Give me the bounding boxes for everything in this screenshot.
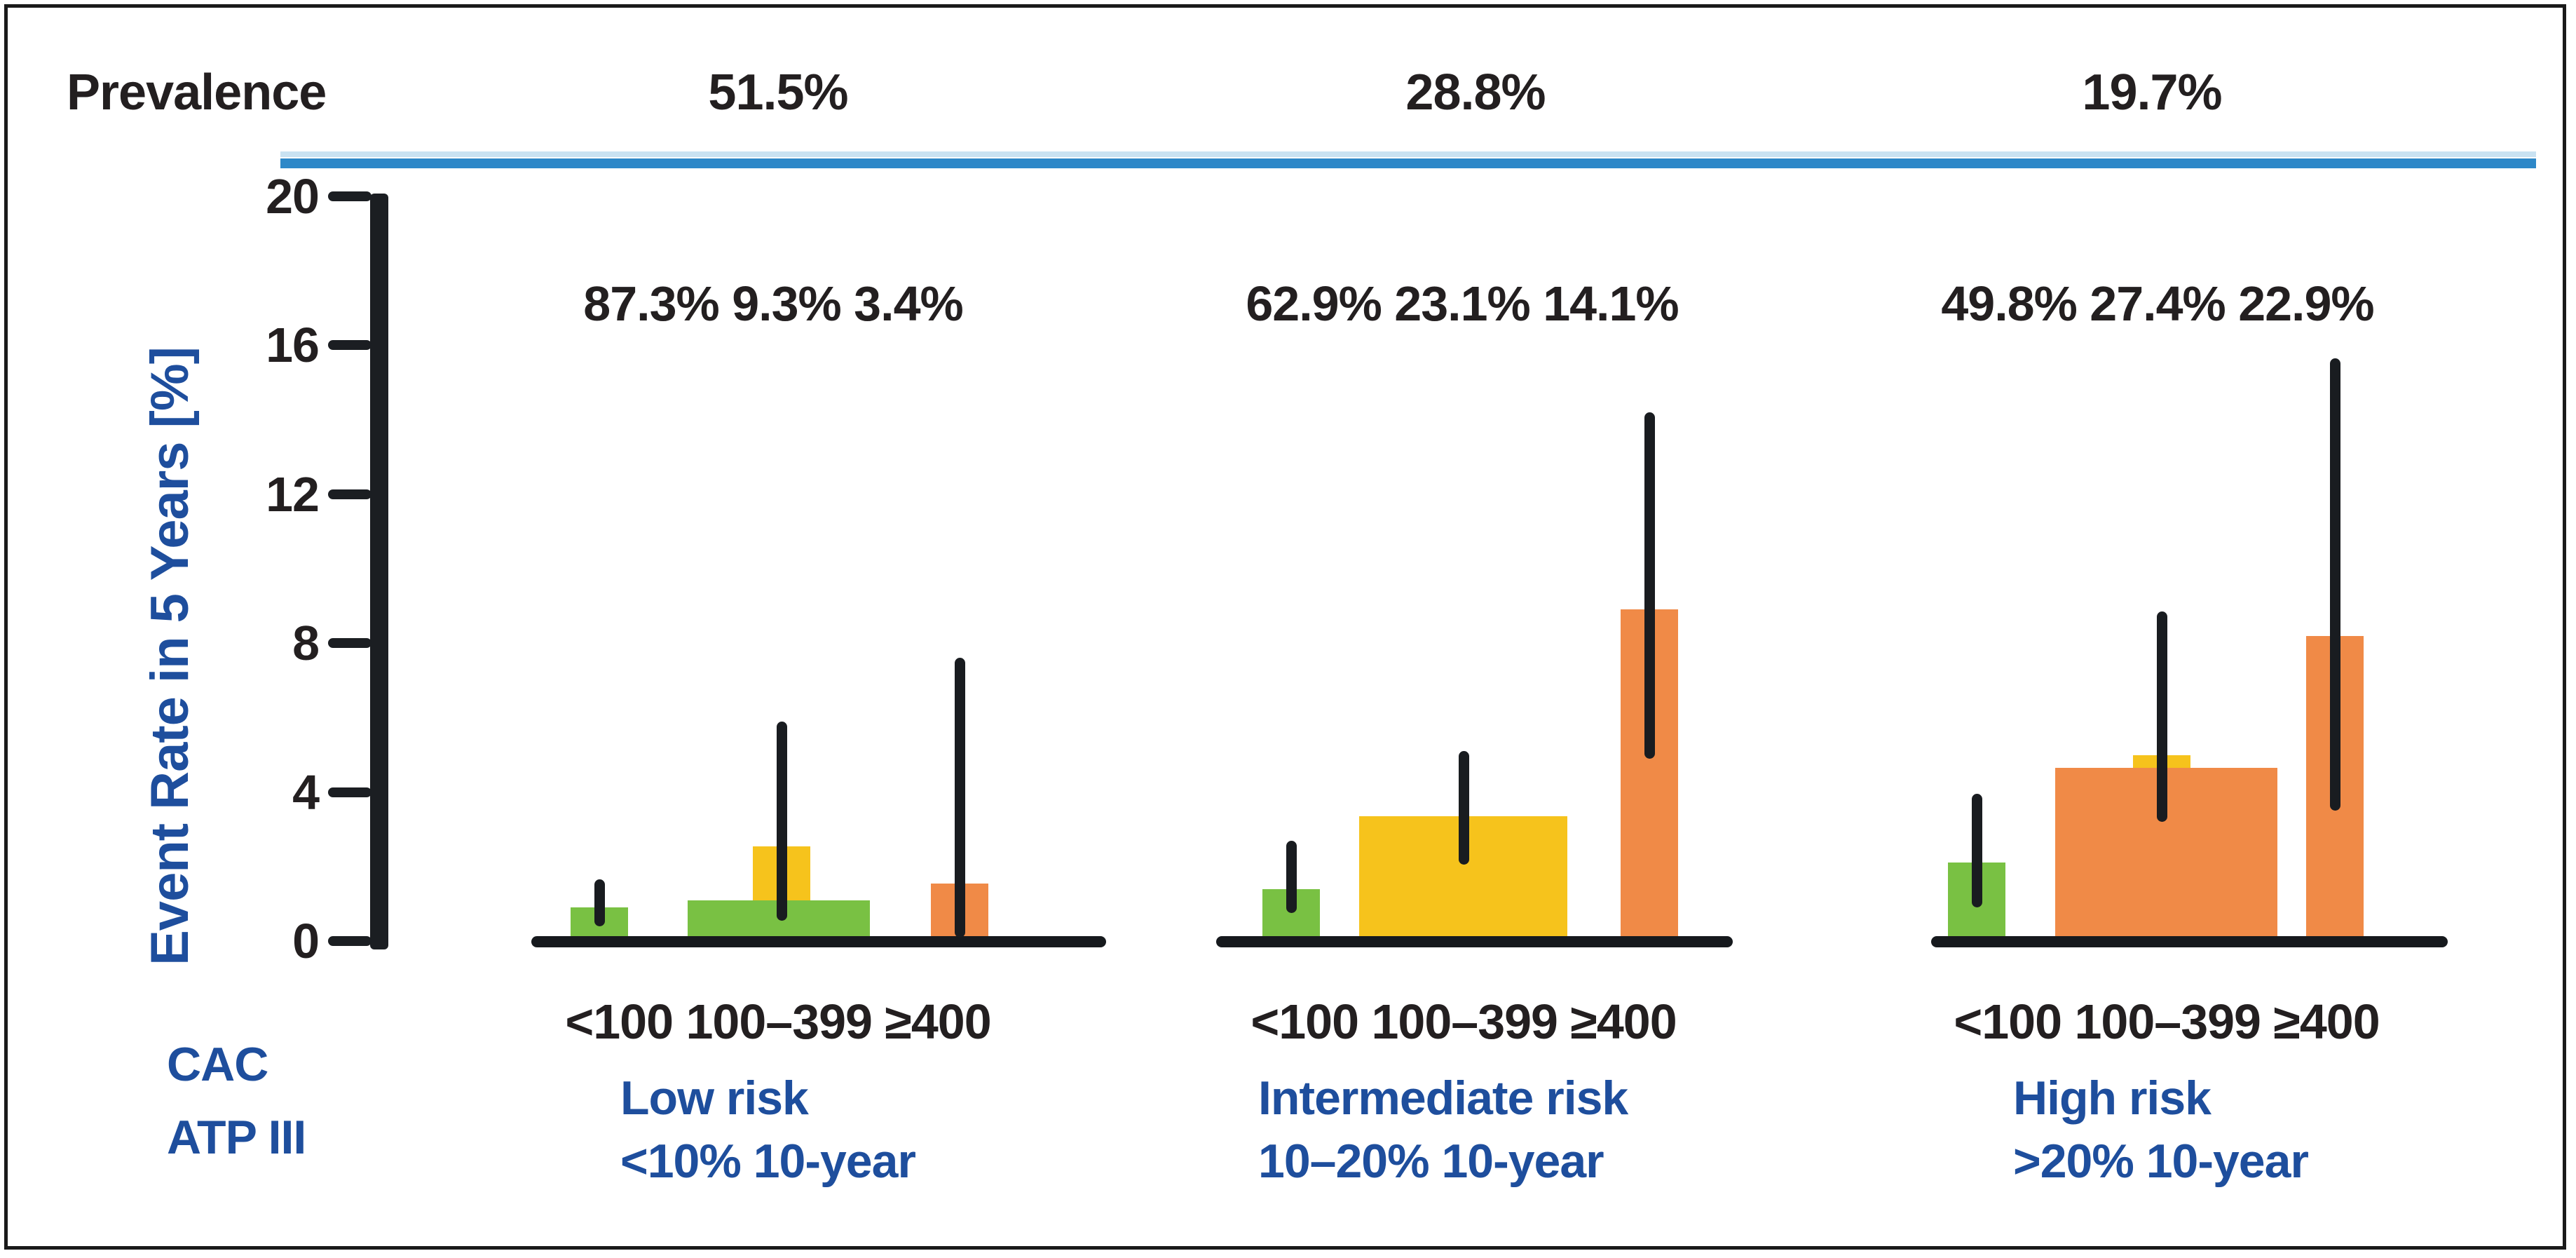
risk-group-name-low-risk: Low risk (620, 1071, 809, 1125)
prevalence-value-high-risk: 19.7% (2082, 65, 2222, 121)
y-tick-label-4: 4 (292, 764, 320, 820)
x-axis-baseline-high-risk (1931, 936, 2448, 947)
risk-group-name-intermediate-risk: Intermediate risk (1258, 1071, 1628, 1125)
y-tick-20 (328, 191, 372, 201)
y-tick-label-16: 16 (266, 318, 320, 373)
risk-group-threshold-low-risk: <10% 10-year (620, 1135, 916, 1188)
y-axis-title: Event Rate in 5 Years [%] (140, 347, 200, 966)
y-tick-8 (328, 638, 372, 649)
risk-group-threshold-intermediate-risk: 10–20% 10-year (1258, 1135, 1604, 1188)
ci-whisker-high-risk-2 (2329, 358, 2340, 811)
y-tick-12 (328, 489, 372, 499)
x-category-labels-intermediate-risk: <100 100–399 ≥400 (1250, 994, 1677, 1049)
ci-whisker-low-risk-2 (954, 658, 965, 938)
ci-whisker-intermediate-risk-1 (1458, 751, 1469, 865)
x-axis-baseline-intermediate-risk (1216, 936, 1733, 947)
cac-distribution-high-risk: 49.8% 27.4% 22.9% (1941, 276, 2374, 331)
ci-whisker-low-risk-1 (776, 721, 787, 921)
prevalence-label: Prevalence (67, 65, 327, 121)
cac-distribution-low-risk: 87.3% 9.3% 3.4% (583, 276, 963, 331)
y-tick-label-12: 12 (266, 466, 320, 522)
prevalence-value-intermediate-risk: 28.8% (1405, 65, 1546, 121)
figure-border (4, 4, 2566, 1250)
cac-axis-label-line1: CAC (167, 1038, 268, 1091)
ci-whisker-low-risk-0 (594, 879, 605, 926)
y-tick-0 (328, 936, 372, 946)
ci-whisker-high-risk-0 (1971, 794, 1982, 908)
cac-axis-label-line2: ATP III (167, 1111, 306, 1164)
ci-whisker-intermediate-risk-0 (1286, 840, 1297, 914)
x-category-labels-low-risk: <100 100–399 ≥400 (565, 994, 991, 1049)
ci-whisker-intermediate-risk-2 (1644, 412, 1655, 759)
y-axis-spine (370, 194, 388, 949)
y-tick-label-0: 0 (292, 914, 320, 968)
y-tick-label-20: 20 (266, 169, 320, 224)
y-tick-4 (328, 787, 372, 797)
risk-group-threshold-high-risk: >20% 10-year (2013, 1135, 2309, 1188)
ci-whisker-high-risk-1 (2156, 611, 2167, 823)
x-category-labels-high-risk: <100 100–399 ≥400 (1954, 994, 2380, 1049)
prevalence-divider-halo (280, 151, 2536, 157)
y-tick-label-8: 8 (292, 616, 320, 671)
cac-distribution-intermediate-risk: 62.9% 23.1% 14.1% (1246, 276, 1679, 331)
x-axis-baseline-low-risk (531, 936, 1106, 947)
y-tick-16 (328, 340, 372, 351)
risk-group-name-high-risk: High risk (2013, 1071, 2212, 1125)
prevalence-value-low-risk: 51.5% (708, 65, 848, 121)
prevalence-divider-line (280, 158, 2536, 168)
